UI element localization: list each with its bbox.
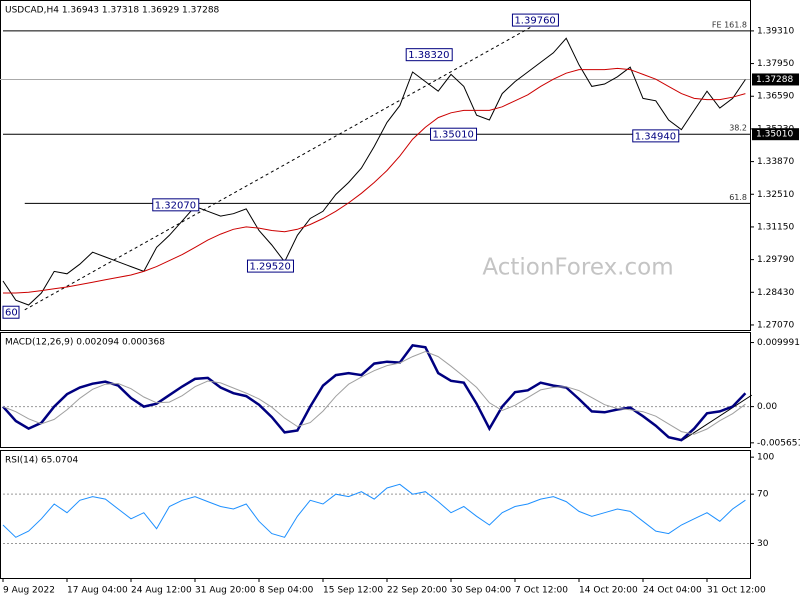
y-tick-label: 1.31150 <box>757 222 794 232</box>
y-tick-label: 70 <box>757 490 769 500</box>
price-annotation: 1.38320 <box>408 50 449 61</box>
price-annotation: 60 <box>5 308 18 319</box>
price-label-box <box>752 128 799 141</box>
price-annotation-box <box>632 129 680 143</box>
y-tick-label: 100 <box>757 453 774 463</box>
price-label: 1.35010 <box>756 130 793 140</box>
panel-title: MACD(12,26,9) 0.002094 0.000368 <box>5 338 165 348</box>
price-annotation-box <box>430 127 478 141</box>
y-tick-label: 1.28430 <box>757 288 794 298</box>
y-tick-label: 1.27070 <box>757 320 794 330</box>
x-tick-label: 17 Aug 04:00 <box>67 586 128 596</box>
panel-frame <box>0 0 751 331</box>
x-tick-label: 15 Sep 12:00 <box>323 586 383 596</box>
x-tick-label: 30 Sep 04:00 <box>451 586 511 596</box>
series-line <box>3 67 746 294</box>
y-tick-label: 1.33870 <box>757 157 794 167</box>
level-label: 61.8 <box>729 193 747 202</box>
x-tick-label: 24 Aug 12:00 <box>131 586 192 596</box>
price-annotation: 1.35010 <box>433 130 474 141</box>
y-tick-label: 1.36590 <box>757 92 794 102</box>
price-annotation-box <box>511 13 559 27</box>
x-tick-label: 31 Aug 20:00 <box>195 586 256 596</box>
x-tick-label: 22 Sep 20:00 <box>387 586 447 596</box>
y-tick-label: 0.009991 <box>757 338 800 348</box>
price-label-box <box>752 73 799 86</box>
y-tick-label: 1.39310 <box>757 26 794 36</box>
x-tick-label: 14 Oct 20:00 <box>579 586 638 596</box>
x-tick-label: 9 Aug 2022 <box>3 586 55 596</box>
price-annotation-box <box>152 198 200 212</box>
x-tick-label: 7 Oct 12:00 <box>515 586 568 596</box>
price-annotation: 1.34940 <box>635 131 676 142</box>
trend-line <box>682 394 753 441</box>
x-tick-label: 8 Sep 04:00 <box>259 586 314 596</box>
watermark: ActionForex.com <box>482 255 673 281</box>
price-annotation: 1.29520 <box>249 262 290 273</box>
level-label: 38.2 <box>729 124 747 133</box>
y-tick-label: -0.005651 <box>757 438 800 448</box>
series-line <box>2 483 746 538</box>
series-line <box>2 350 746 435</box>
price-annotation: 1.39760 <box>514 16 555 27</box>
level-label: FE 161.8 <box>712 20 747 29</box>
y-tick-label: 1.29790 <box>757 255 794 265</box>
x-tick-label: 24 Oct 04:00 <box>643 586 702 596</box>
panel-title: RSI(14) 65.0704 <box>5 456 78 466</box>
panel-frame <box>0 450 751 579</box>
y-tick-label: 0.00 <box>757 402 777 412</box>
panel-title: USDCAD,H4 1.36943 1.37318 1.36929 1.3728… <box>5 6 220 16</box>
price-annotation: 1.32070 <box>155 200 196 211</box>
price-annotation-box <box>2 305 20 319</box>
panel-frame <box>0 332 751 448</box>
trend-line <box>24 16 550 311</box>
y-tick-label: 1.32510 <box>757 190 794 200</box>
price-label: 1.37288 <box>756 75 793 85</box>
y-tick-label: 30 <box>757 539 769 549</box>
price-annotation-box <box>246 259 294 273</box>
y-tick-label: 1.37950 <box>757 59 794 69</box>
price-annotation-box <box>405 48 453 62</box>
x-tick-label: 31 Oct 12:00 <box>707 586 766 596</box>
series-line <box>2 37 746 306</box>
